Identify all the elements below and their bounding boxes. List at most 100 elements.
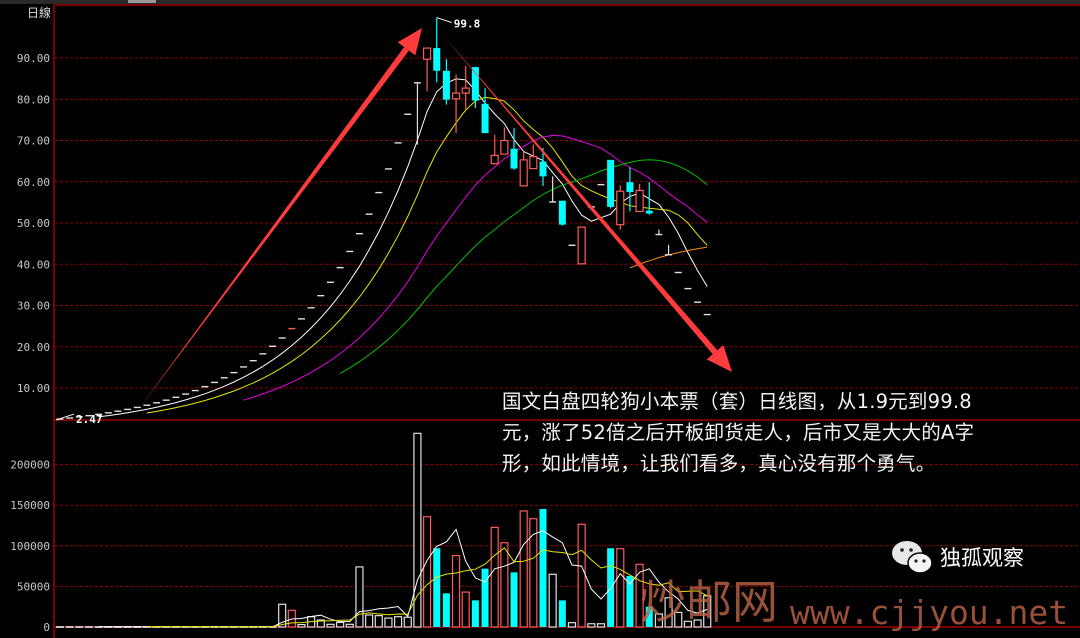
volume-bar [403, 616, 412, 628]
price-tick-label: 80.00 [17, 93, 50, 106]
volume-bar [75, 626, 84, 628]
grid-lines [53, 4, 1080, 638]
volume-tick-label: 150000 [10, 499, 50, 512]
candle [422, 47, 432, 92]
low-price-label: 2.47 [76, 413, 103, 426]
volume-bar [510, 572, 518, 627]
volume-bar [596, 623, 606, 628]
candle [655, 229, 663, 236]
volume-bar [345, 623, 354, 628]
period-label: 日線 [27, 6, 52, 20]
price-tick-label: 50.00 [17, 217, 50, 230]
volume-bar [490, 526, 499, 628]
candle [539, 147, 547, 186]
volume-bar [529, 518, 538, 628]
volume-bar [433, 548, 441, 627]
brand: 独孤观察 [890, 538, 1024, 578]
candle [519, 151, 528, 187]
candle [471, 67, 479, 108]
candle-body [519, 159, 528, 187]
volume-bar [654, 613, 664, 628]
volume-bar [558, 600, 566, 627]
volume-tick-label: 100000 [10, 540, 50, 553]
low-pointer [55, 413, 75, 421]
volume-bar [683, 620, 693, 628]
arrow-head [706, 345, 732, 372]
volume-bar [355, 566, 364, 628]
candle-body [539, 161, 547, 177]
candle [616, 185, 625, 230]
candle [665, 244, 673, 256]
window-top-strip [0, 0, 1080, 4]
volume-bar [539, 509, 547, 627]
candle [529, 144, 538, 170]
volume-bar [84, 626, 94, 628]
volume-bar [471, 600, 479, 627]
brand-name: 独孤观察 [940, 546, 1024, 570]
watermark-url: www.cjjyou.net [790, 593, 1069, 632]
volume-bar [394, 616, 403, 628]
candle [635, 183, 644, 213]
price-tick-label: 70.00 [17, 135, 50, 148]
top-tab[interactable] [128, 0, 156, 3]
volume-bar [645, 606, 653, 627]
volume-bar [384, 617, 393, 628]
volume-bar [422, 516, 432, 628]
volume-tick-label: 0 [43, 621, 50, 634]
candle [510, 128, 518, 170]
candle [490, 134, 499, 165]
axis-ticks: 90.00 80.00 70.00 60.00 50.00 40.00 30.00 20.00… [10, 52, 50, 634]
candle [451, 74, 461, 134]
ma5-line [98, 78, 708, 418]
volume-bar [413, 432, 422, 628]
price-tick-label: 90.00 [17, 52, 50, 65]
volume-bar [461, 591, 470, 628]
rise-arrow [138, 28, 422, 410]
volume-bar [451, 554, 461, 628]
high-price-label: 99.8 [454, 18, 481, 31]
volume-bar [664, 597, 673, 628]
candle-body [577, 226, 586, 265]
price-tick-label: 40.00 [17, 258, 50, 271]
volume-ma5-line [98, 528, 708, 628]
volume-bar [278, 603, 287, 628]
volume-bar [374, 615, 383, 628]
candle-body [422, 47, 432, 60]
arrow-head [397, 28, 422, 56]
ma10-line [146, 96, 708, 414]
volume-moving-averages [98, 528, 708, 628]
volume-bar [326, 623, 335, 628]
volume-bar [693, 619, 702, 628]
volume-bar [674, 611, 683, 628]
high-pointer [436, 17, 452, 24]
volume-bar [577, 523, 586, 628]
candle-body [607, 159, 615, 207]
candle-body [442, 70, 450, 100]
candle [288, 327, 296, 330]
candles [56, 17, 711, 420]
volume-bar [55, 626, 65, 628]
price-labels: 99.8 2.47 [55, 17, 481, 426]
volume-bar [635, 563, 644, 628]
candle-body [471, 67, 479, 101]
candle-body [529, 155, 538, 170]
candle-body [461, 87, 470, 94]
candle [549, 176, 557, 203]
volume-bar [616, 548, 625, 628]
annotation-text: 国文白盘四轮狗小本票（套）日线图，从1.9元到99.8 元，涨了52倍之后开板卸… [502, 386, 1077, 479]
candle-body [500, 139, 509, 155]
volume-bar [442, 593, 450, 627]
volume-bar [365, 614, 374, 628]
candle [577, 226, 586, 265]
candle-body [645, 210, 653, 214]
price-tick-label: 10.00 [17, 382, 50, 395]
volume-bar [519, 510, 528, 628]
wechat-icon [892, 541, 933, 574]
volume-bar [587, 623, 596, 628]
candle [626, 167, 634, 212]
candle [461, 65, 470, 110]
volume-bar [626, 576, 634, 627]
candle-body [635, 189, 644, 213]
volume-bar [481, 568, 489, 627]
candle [442, 59, 450, 105]
